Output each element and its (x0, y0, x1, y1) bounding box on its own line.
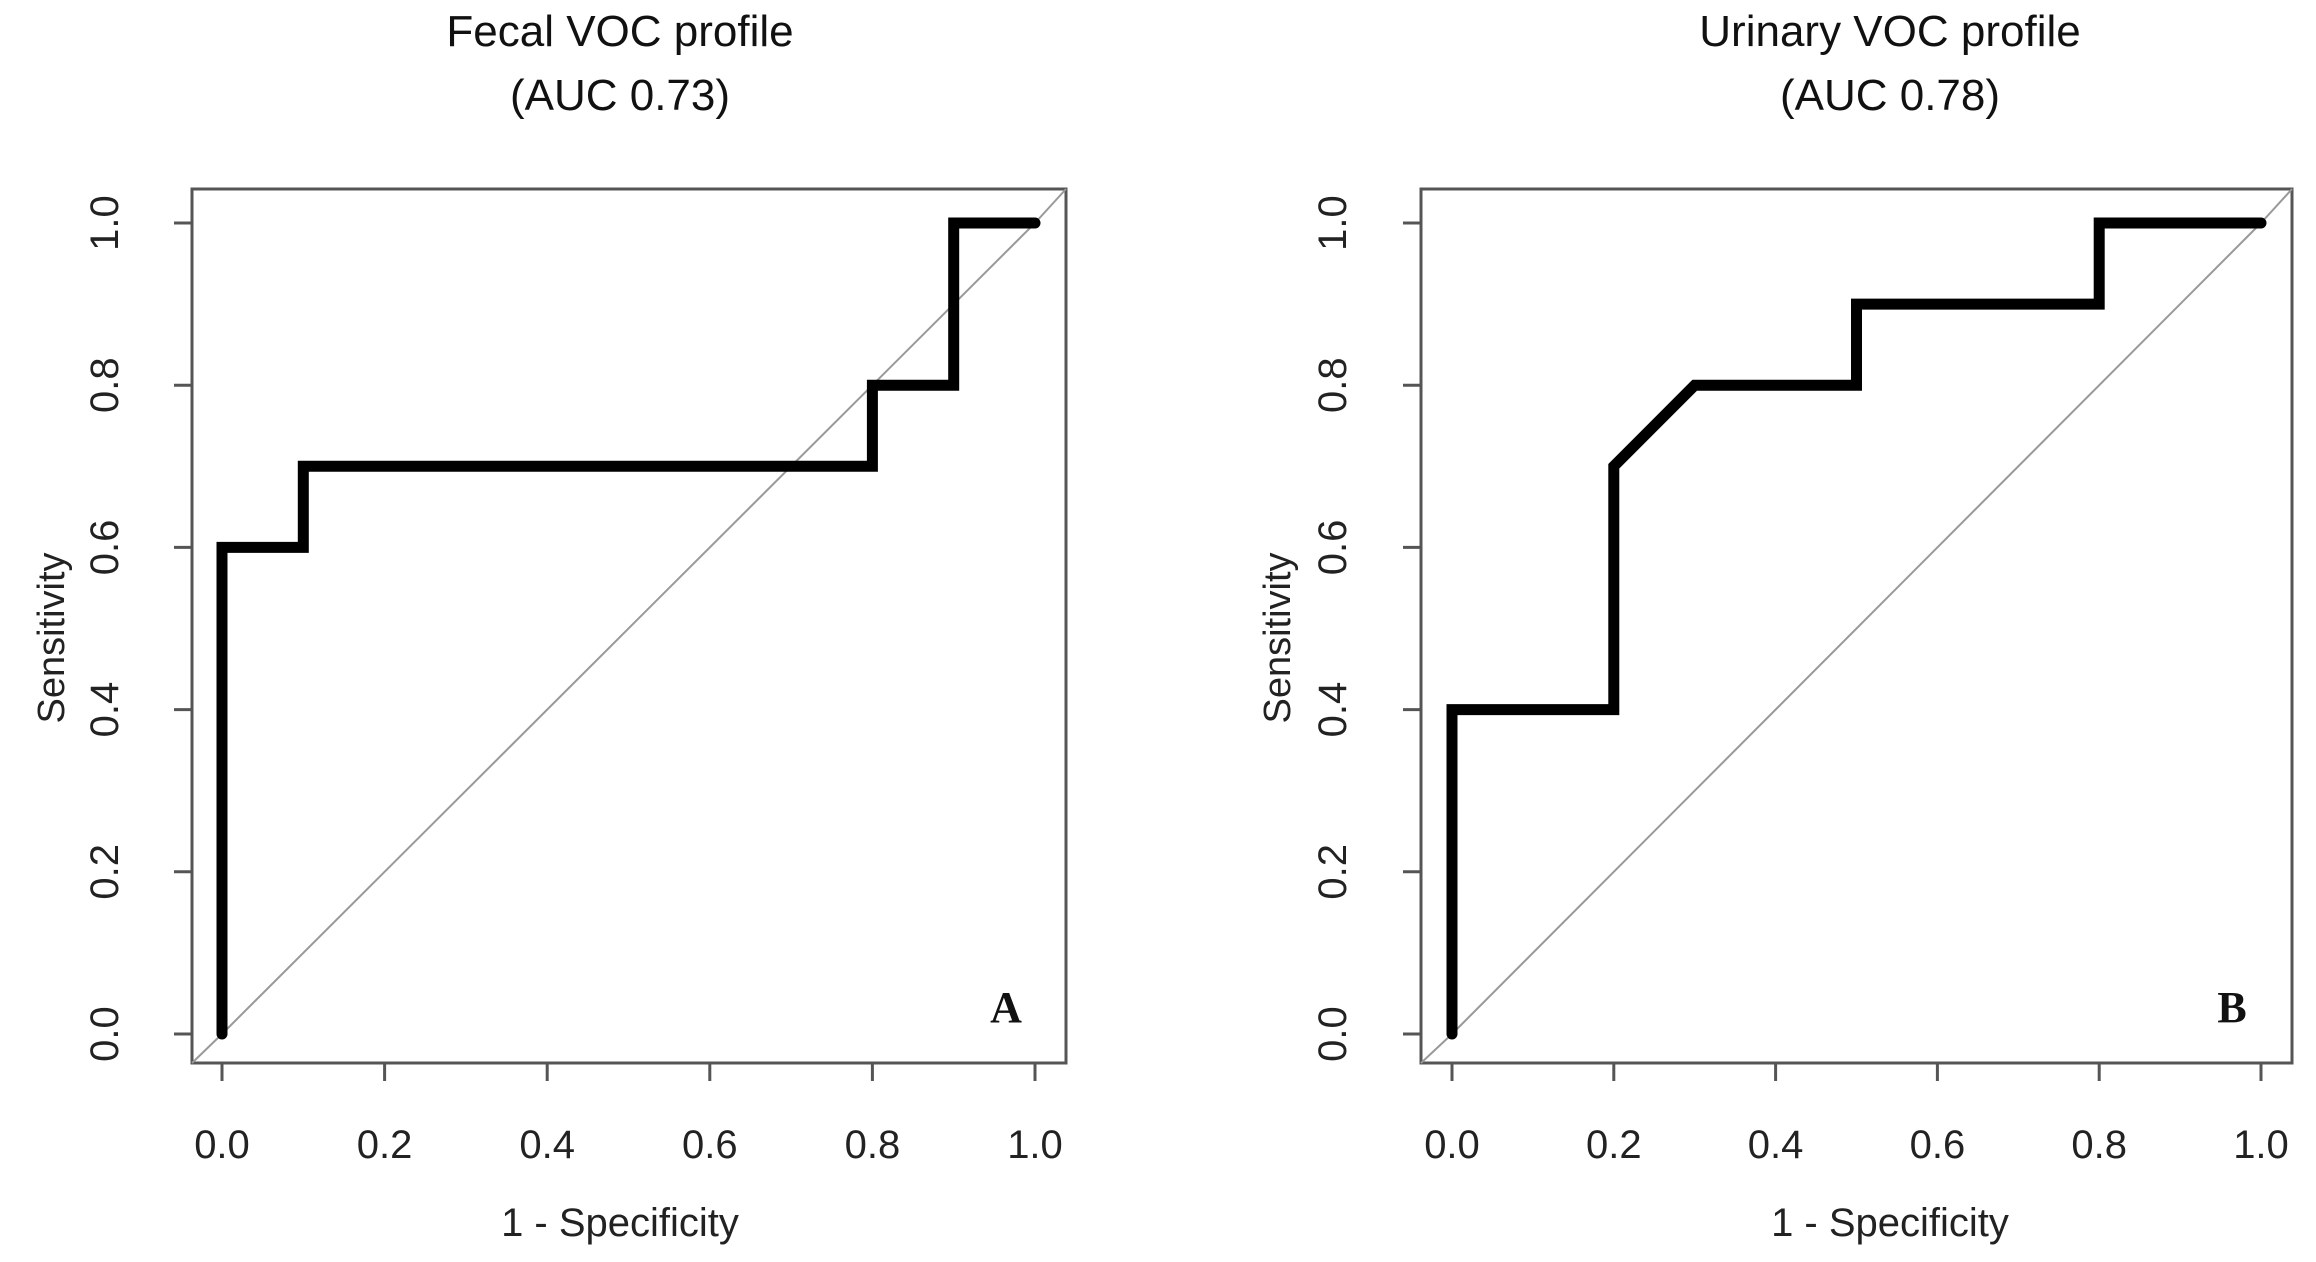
roc-panel-b: Urinary VOC profile (AUC 0.78) 0.0 0.2 0.4 0.… (1257, 7, 2294, 1245)
panel-label: A (990, 983, 1022, 1032)
y-tick-label: 0.2 (1311, 844, 1355, 900)
roc-panel-a: Fecal VOC profile (AUC 0.73) 0.0 0.2 0.4 0.6 0… (31, 7, 1068, 1245)
x-tick-label: 1.0 (2233, 1123, 2289, 1167)
y-axis-label: Sensitivity (1257, 552, 1299, 723)
y-tick-label: 0.2 (83, 844, 127, 900)
reference-diagonal-ext (1034, 188, 1067, 224)
chart-subtitle: (AUC 0.73) (510, 71, 730, 120)
y-tick-label: 0.6 (1311, 520, 1355, 576)
y-tick-label: 0.0 (83, 1006, 127, 1062)
y-tick-label: 1.0 (83, 195, 127, 251)
chart-title: Fecal VOC profile (446, 7, 793, 56)
y-axis-label: Sensitivity (31, 552, 73, 723)
reference-diagonal-ext (1420, 1033, 1453, 1064)
chart-subtitle: (AUC 0.78) (1780, 71, 2000, 120)
y-tick-label: 0.4 (1311, 682, 1355, 738)
x-tick-label: 0.2 (1586, 1123, 1642, 1167)
x-tick-label: 0.6 (682, 1123, 738, 1167)
reference-diagonal (221, 222, 1036, 1035)
plot-frame (190, 187, 1068, 1065)
x-tick-label: 0.6 (1910, 1123, 1966, 1167)
x-tick-label: 0.4 (1748, 1123, 1804, 1167)
roc-curve (216, 217, 1041, 1040)
reference-diagonal-ext (191, 1033, 223, 1064)
reference-diagonal-ext (2260, 188, 2293, 224)
chart-title: Urinary VOC profile (1699, 7, 2080, 56)
x-tick-label: 0.8 (845, 1123, 901, 1167)
x-tick-label: 0.0 (194, 1123, 250, 1167)
roc-curve (1446, 217, 2267, 1040)
reference-diagonal (1451, 222, 2262, 1035)
x-tick-label: 0.8 (2071, 1123, 2127, 1167)
y-tick-label: 0.0 (1311, 1006, 1355, 1062)
y-tick-label: 1.0 (1311, 195, 1355, 251)
x-axis-label: 1 - Specificity (1771, 1201, 2009, 1245)
x-axis-label: 1 - Specificity (501, 1201, 739, 1245)
x-tick-label: 0.4 (519, 1123, 575, 1167)
plot-frame (1419, 187, 2294, 1065)
y-tick-label: 0.8 (1311, 357, 1355, 413)
y-tick-label: 0.8 (83, 357, 127, 413)
y-tick-label: 0.6 (83, 520, 127, 576)
x-tick-label: 0.0 (1424, 1123, 1480, 1167)
y-tick-label: 0.4 (83, 682, 127, 738)
x-tick-label: 1.0 (1007, 1123, 1063, 1167)
x-tick-label: 0.2 (357, 1123, 413, 1167)
panel-label: B (2217, 983, 2246, 1032)
